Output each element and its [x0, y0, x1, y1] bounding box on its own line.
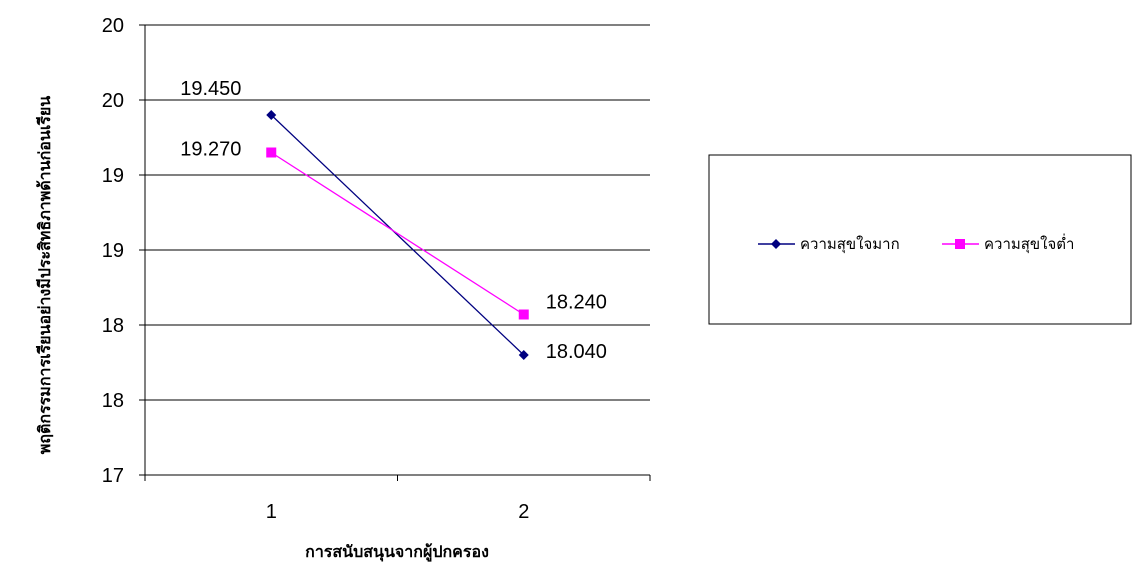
- legend-label-2: ความสุขใจต่ำ: [984, 233, 1074, 254]
- x-tick-label: 1: [266, 501, 277, 523]
- diamond-marker-icon: [771, 239, 781, 249]
- y-tick-label: 19: [102, 240, 124, 262]
- y-tick-labels: 20 20 19 19 18 18 17: [102, 15, 124, 487]
- y-tick-label: 20: [102, 15, 124, 37]
- square-marker-icon: [955, 239, 965, 249]
- data-label: 19.270: [180, 139, 241, 161]
- y-tick-label: 18: [102, 390, 124, 412]
- data-label: 18.040: [546, 341, 607, 363]
- y-axis-title: พฤติกรรมการเรียนอย่างมีประสิทธิภาพด้านก่…: [35, 96, 54, 455]
- series-line-1: [270, 114, 525, 356]
- axes: [139, 24, 651, 481]
- legend-entry-2: ความสุขใจต่ำ: [942, 233, 1074, 254]
- x-tick-label: 2: [518, 501, 529, 523]
- legend-entry-1: ความสุขใจมาก: [758, 235, 900, 254]
- y-tick-label: 18: [102, 315, 124, 337]
- x-axis-title: การสนับสนุนจากผู้ปกครอง: [305, 542, 489, 563]
- data-point-marker: [518, 350, 529, 360]
- data-point-marker: [518, 309, 529, 320]
- data-label: 18.240: [546, 292, 607, 314]
- data-point-marker: [266, 110, 277, 120]
- y-tick-label: 19: [102, 165, 124, 187]
- data-label: 19.450: [180, 78, 241, 100]
- series-group: [266, 110, 529, 360]
- y-tick-label: 20: [102, 90, 124, 112]
- data-point-marker: [266, 147, 277, 158]
- legend-box: [708, 154, 1132, 325]
- data-labels: 19.450 18.040 19.270 18.240: [180, 78, 607, 363]
- series-line-2: [270, 151, 525, 316]
- gridlines: [145, 24, 650, 401]
- y-tick-label: 17: [102, 465, 124, 487]
- legend-label-1: ความสุขใจมาก: [800, 235, 900, 254]
- legend: ความสุขใจมาก ความสุขใจต่ำ: [708, 154, 1132, 325]
